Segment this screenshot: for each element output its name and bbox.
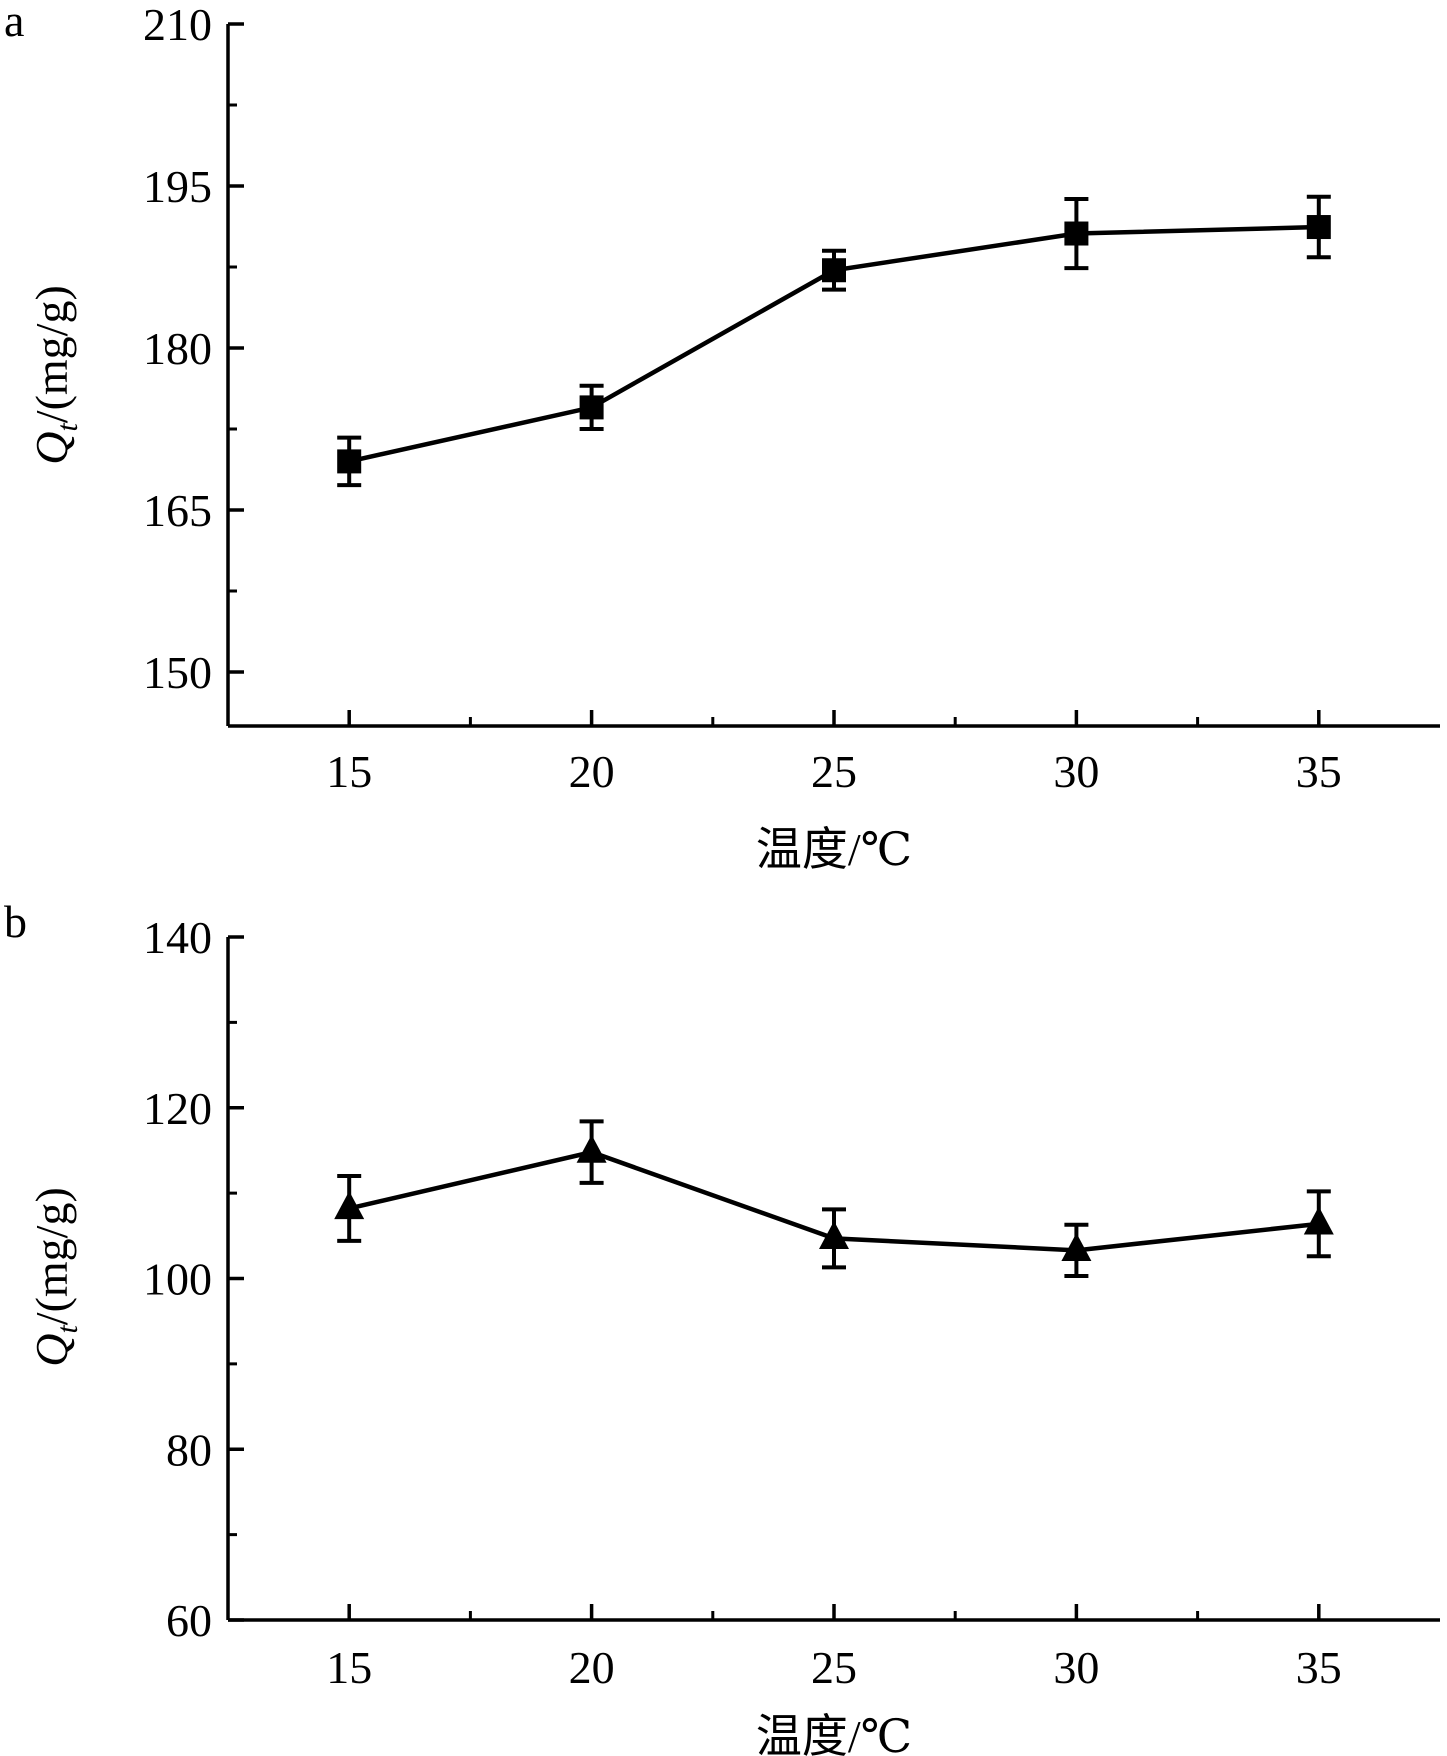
- y-axis-label-main: Q: [26, 1334, 77, 1367]
- y-tick-label: 180: [143, 323, 212, 374]
- y-tick-label: 80: [166, 1424, 212, 1475]
- x-tick-label: 30: [1053, 746, 1099, 797]
- x-tick-label: 25: [811, 746, 857, 797]
- series: [334, 1119, 1334, 1278]
- y-axis-label: Qt/(mg/g): [26, 1187, 84, 1367]
- ticks: 15 20 25 30 35 150 165 180 195 210: [143, 0, 1342, 797]
- data-point: [579, 395, 604, 420]
- data-point: [1303, 1206, 1334, 1235]
- data-point: [576, 1134, 607, 1163]
- y-axis-label-rest: /(mg/g): [26, 1187, 77, 1325]
- data-point: [822, 258, 846, 283]
- x-tick-label: 35: [1296, 1642, 1342, 1693]
- y-tick-label: 210: [143, 0, 212, 50]
- panel-label: a: [4, 0, 24, 46]
- x-axis-label: 温度/℃: [756, 824, 912, 875]
- ticks: 15 20 25 30 35 60 80 100 120 140: [143, 912, 1342, 1693]
- y-tick-label: 140: [143, 912, 212, 963]
- panel-b: b 温度/℃ Qt/(mg/g) 15 20 25 30 35 60 80 100 120 140: [4, 896, 1440, 1756]
- x-tick-label: 25: [811, 1642, 857, 1693]
- x-tick-label: 20: [569, 1642, 615, 1693]
- y-axis-label: Qt/(mg/g): [26, 285, 84, 465]
- data-point: [1061, 1232, 1092, 1261]
- y-tick-label: 60: [166, 1595, 212, 1646]
- y-tick-label: 120: [143, 1083, 212, 1134]
- x-tick-label: 30: [1053, 1642, 1099, 1693]
- series: [337, 194, 1331, 488]
- x-tick-label: 15: [326, 746, 372, 797]
- data-point: [337, 449, 362, 474]
- panel-label: b: [4, 896, 27, 947]
- y-axis-label-sub: t: [51, 423, 84, 432]
- y-tick-label: 165: [143, 485, 212, 536]
- y-axis-label-rest: /(mg/g): [26, 285, 77, 423]
- x-tick-label: 35: [1296, 746, 1342, 797]
- panel-a: a 温度/℃ Qt/(mg/g) 15 20 25 30 35 150 165 180 195 2…: [4, 0, 1440, 875]
- y-axis-label-main: Q: [26, 432, 77, 465]
- data-point: [819, 1221, 849, 1250]
- data-point: [1306, 215, 1331, 240]
- y-tick-label: 150: [143, 647, 212, 698]
- y-axis-label-sub: t: [51, 1325, 84, 1334]
- x-tick-label: 15: [326, 1642, 372, 1693]
- data-point: [1064, 221, 1089, 246]
- y-tick-label: 100: [143, 1254, 212, 1305]
- x-axis-label: 温度/℃: [756, 1711, 912, 1756]
- x-tick-label: 20: [569, 746, 615, 797]
- y-tick-label: 195: [143, 161, 212, 212]
- data-point: [334, 1191, 365, 1220]
